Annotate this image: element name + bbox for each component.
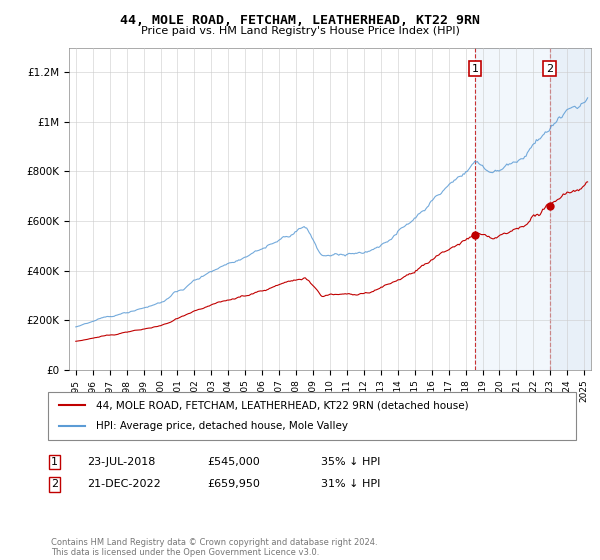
Text: 23-JUL-2018: 23-JUL-2018 — [87, 457, 155, 467]
Text: 1: 1 — [472, 63, 478, 73]
Text: 31% ↓ HPI: 31% ↓ HPI — [321, 479, 380, 489]
Text: 2: 2 — [546, 63, 553, 73]
Text: Contains HM Land Registry data © Crown copyright and database right 2024.
This d: Contains HM Land Registry data © Crown c… — [51, 538, 377, 557]
Text: £545,000: £545,000 — [207, 457, 260, 467]
Text: Price paid vs. HM Land Registry's House Price Index (HPI): Price paid vs. HM Land Registry's House … — [140, 26, 460, 36]
Text: 44, MOLE ROAD, FETCHAM, LEATHERHEAD, KT22 9RN (detached house): 44, MOLE ROAD, FETCHAM, LEATHERHEAD, KT2… — [95, 400, 468, 410]
Text: 1: 1 — [51, 457, 58, 467]
Text: HPI: Average price, detached house, Mole Valley: HPI: Average price, detached house, Mole… — [95, 421, 347, 431]
Text: 35% ↓ HPI: 35% ↓ HPI — [321, 457, 380, 467]
Bar — [550, 48, 591, 370]
FancyBboxPatch shape — [48, 392, 576, 440]
Text: 21-DEC-2022: 21-DEC-2022 — [87, 479, 161, 489]
Text: £659,950: £659,950 — [207, 479, 260, 489]
Text: 2: 2 — [51, 479, 58, 489]
Bar — [475, 48, 550, 370]
Text: 44, MOLE ROAD, FETCHAM, LEATHERHEAD, KT22 9RN: 44, MOLE ROAD, FETCHAM, LEATHERHEAD, KT2… — [120, 14, 480, 27]
